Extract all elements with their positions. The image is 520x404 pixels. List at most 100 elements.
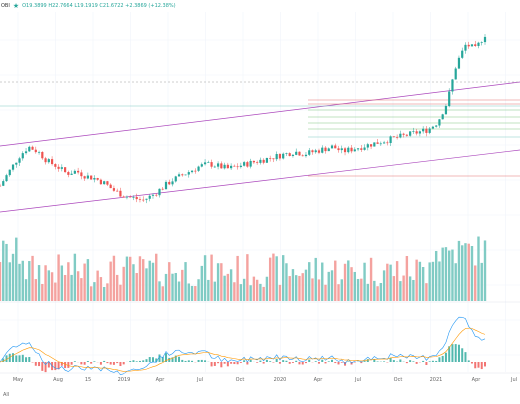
candle-body xyxy=(0,186,1,187)
star-icon[interactable]: ★ xyxy=(13,3,19,10)
macd-histogram-bar xyxy=(484,362,486,366)
candle-body xyxy=(354,149,356,151)
macd-histogram-bar xyxy=(136,361,138,362)
candle-body xyxy=(100,180,102,184)
macd-histogram-bar xyxy=(295,361,297,362)
macd-histogram-bar xyxy=(341,362,343,363)
volume-bar xyxy=(194,286,196,301)
candle-body xyxy=(240,166,242,167)
candle-body xyxy=(223,165,225,169)
macd-histogram-bar xyxy=(28,357,30,362)
macd-histogram-bar xyxy=(188,360,190,362)
volume-bar xyxy=(136,273,138,301)
candle-body xyxy=(334,145,336,148)
candle-body xyxy=(9,170,11,175)
volume-bar xyxy=(142,259,144,301)
volume-bar xyxy=(178,282,180,301)
macd-histogram-bar xyxy=(425,362,427,365)
macd-histogram-bar xyxy=(321,360,323,362)
volume-bar xyxy=(64,275,66,301)
volume-bar xyxy=(87,259,89,301)
candle-body xyxy=(57,167,59,169)
macd-histogram-bar xyxy=(318,362,320,364)
candle-body xyxy=(282,154,284,159)
macd-histogram-bar xyxy=(22,355,24,362)
candle-body xyxy=(263,160,265,163)
volume-bar xyxy=(435,251,437,301)
candle-body xyxy=(84,176,86,178)
macd-histogram-bar xyxy=(438,357,440,362)
volume-bar xyxy=(438,261,440,301)
candle-body xyxy=(328,148,330,151)
volume-bar xyxy=(201,266,203,301)
volume-bar xyxy=(171,274,173,301)
macd-histogram-bar xyxy=(103,361,105,362)
volume-bar xyxy=(269,258,271,301)
macd-histogram-bar xyxy=(422,361,424,362)
volume-bar xyxy=(318,279,320,301)
all-range-button[interactable]: All xyxy=(3,392,9,398)
candle-body xyxy=(181,174,183,175)
ohlc-values: O19.3899 H22.7664 L19.1919 C21.6722 +2.3… xyxy=(22,3,175,9)
grid-lines xyxy=(0,12,520,372)
volume-bar xyxy=(331,270,333,301)
macd-histogram-bar xyxy=(35,362,37,366)
candle-body xyxy=(38,152,40,153)
candle-body xyxy=(416,131,418,133)
volume-bar xyxy=(249,285,251,301)
volume-bar xyxy=(458,241,460,301)
macd-histogram-bar xyxy=(129,361,131,362)
macd-histogram-bar xyxy=(142,360,144,362)
candle-body xyxy=(25,151,27,153)
volume-bar xyxy=(67,262,69,301)
candle-body xyxy=(311,150,313,152)
candle-body xyxy=(152,195,154,196)
volume-bar xyxy=(96,271,98,301)
symbol-label[interactable]: OBI xyxy=(1,3,10,9)
macd-histogram-bar xyxy=(308,360,310,362)
candle-body xyxy=(481,42,483,43)
candle-body xyxy=(347,148,349,152)
volume-bar xyxy=(259,284,261,301)
volume-bar xyxy=(70,275,72,301)
volume-bar xyxy=(38,265,40,301)
time-axis-tick-label: 2021 xyxy=(430,377,443,383)
candle-body xyxy=(171,181,173,184)
volume-bar xyxy=(484,240,486,301)
volume-bar xyxy=(305,270,307,301)
volume-bar xyxy=(93,282,95,301)
channel-lower-line xyxy=(0,150,520,212)
candle-body xyxy=(162,189,164,190)
candle-body xyxy=(370,144,372,146)
volume-bar xyxy=(347,260,349,301)
volume-bar xyxy=(54,283,56,301)
volume-bar xyxy=(360,279,362,301)
candle-body xyxy=(31,147,33,150)
macd-histogram-bar xyxy=(393,360,395,362)
candle-body xyxy=(390,136,392,143)
time-axis-tick-label: Apr xyxy=(472,377,482,383)
channel-upper-line xyxy=(0,82,520,146)
volume-bar xyxy=(272,254,274,301)
macd-histogram-bar xyxy=(302,362,304,365)
candle-body xyxy=(406,135,408,136)
candle-body xyxy=(113,188,115,191)
candle-body xyxy=(396,137,398,138)
volume-bar xyxy=(57,254,59,301)
volume-bar xyxy=(48,270,50,301)
volume-bar xyxy=(315,258,317,301)
volume-bar xyxy=(191,286,193,301)
macd-histogram-bar xyxy=(328,361,330,362)
candle-body xyxy=(246,162,248,166)
volume-bar xyxy=(240,284,242,301)
macd-histogram-bar xyxy=(334,362,336,363)
time-axis-tick-label: Aug xyxy=(53,377,63,383)
macd-histogram-bar xyxy=(12,353,14,362)
candle-body xyxy=(461,51,463,58)
candle-body xyxy=(289,153,291,156)
candle-body xyxy=(158,189,160,195)
volume-bar xyxy=(354,272,356,301)
candle-body xyxy=(451,79,453,91)
candle-body xyxy=(305,155,307,156)
